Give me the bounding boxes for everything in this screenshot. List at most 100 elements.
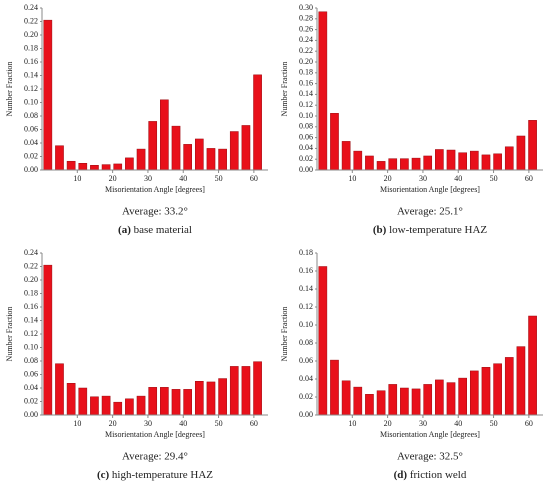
y-tick-label: 0.10 [299,111,313,120]
x-tick-label: 20 [384,419,392,428]
bar [90,396,99,416]
bar [376,390,386,416]
bar [504,146,514,171]
y-tick-label: 0.16 [24,302,38,311]
bar [43,264,53,416]
bar [229,131,239,171]
bar [458,152,467,171]
bar [469,150,479,171]
x-tick-label: 30 [419,174,427,183]
bar [493,363,502,416]
bar [411,388,421,416]
y-tick-label: 0.02 [299,154,313,163]
bar [469,370,479,416]
bar [101,395,111,416]
bar [423,155,433,171]
x-tick-label: 60 [250,174,258,183]
y-tick-label: 0.12 [24,329,38,338]
y-axis-label: Number Fraction [280,307,289,362]
y-tick-label: 0.20 [24,30,38,39]
bar [481,154,491,171]
y-tick-label: 0.14 [299,284,313,293]
bar [493,153,502,171]
y-tick-label: 0.22 [299,46,313,55]
y-tick-label: 0.00 [299,410,313,419]
y-tick-label: 0.16 [299,78,313,87]
bar [481,367,491,416]
bar [78,163,88,171]
y-tick-label: 0.04 [299,143,313,152]
x-tick-label: 60 [525,174,533,183]
y-tick-label: 0.28 [299,14,313,23]
y-tick-label: 0.02 [24,396,38,405]
x-axis-label: Misorientation Angle [degrees] [105,185,205,194]
caption-text: base material [134,224,192,236]
bar [353,150,363,171]
y-tick-label: 0.24 [24,3,38,12]
caption-text: low-temperature HAZ [389,224,487,236]
bar [194,381,204,416]
y-axis-label: Number Fraction [5,62,14,117]
bar [125,398,134,416]
bar [43,19,53,171]
average: Average: 33.2° [122,206,188,218]
bar [55,145,64,171]
bar [504,357,514,416]
bar [400,158,409,171]
bar [171,389,181,416]
bar [330,359,339,416]
bar [353,386,363,416]
y-tick-label: 0.20 [299,57,313,66]
bar [388,158,398,171]
x-tick-label: 60 [525,419,533,428]
y-tick-label: 0.24 [24,248,38,257]
bar [411,157,421,171]
y-tick-label: 0.08 [299,122,313,131]
bar [160,387,169,416]
bar [341,380,351,416]
bar [183,144,192,171]
bar [229,366,239,416]
x-tick-label: 20 [109,174,117,183]
x-axis-label: Misorientation Angle [degrees] [105,430,205,439]
bar [528,120,537,171]
y-tick-label: 0.00 [299,165,313,174]
x-axis-label: Misorientation Angle [degrees] [380,185,480,194]
bar [318,11,328,171]
bar [388,384,398,416]
bar [218,378,227,416]
y-tick-label: 0.10 [299,320,313,329]
bar [206,381,216,416]
bar [318,266,328,416]
y-tick-label: 0.00 [24,410,38,419]
bar [206,148,216,171]
x-tick-label: 60 [250,419,258,428]
y-tick-label: 0.24 [299,35,313,44]
y-tick-label: 0.18 [299,248,313,257]
bar [218,148,227,171]
bar [365,394,374,416]
x-tick-label: 50 [490,419,498,428]
x-tick-label: 20 [109,419,117,428]
caption: (a) base material [118,224,192,236]
y-tick-label: 0.08 [24,356,38,365]
bar [253,74,262,171]
bar [435,379,444,416]
bar [66,383,76,416]
bar [160,99,169,171]
y-tick-label: 0.12 [24,84,38,93]
bar [516,135,526,171]
bar [365,155,374,171]
average: Average: 25.1° [397,206,463,218]
y-tick-label: 0.16 [299,266,313,275]
y-tick-label: 0.14 [24,70,38,79]
y-tick-label: 0.00 [24,165,38,174]
y-tick-label: 0.02 [24,151,38,160]
y-tick-label: 0.04 [299,374,313,383]
x-tick-label: 40 [454,419,462,428]
y-tick-label: 0.08 [24,111,38,120]
y-tick-label: 0.26 [299,24,313,33]
y-tick-label: 0.22 [24,16,38,25]
y-tick-label: 0.18 [24,43,38,52]
